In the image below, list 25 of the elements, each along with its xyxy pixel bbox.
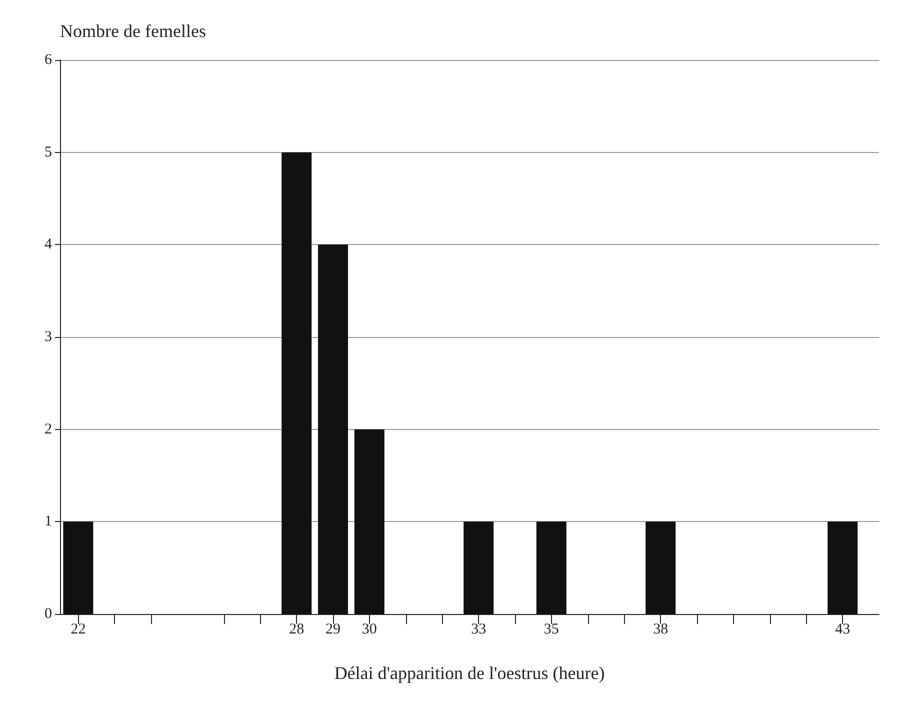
bar: [354, 429, 384, 614]
bar: [63, 522, 94, 614]
y-tick-label: 3: [44, 329, 52, 345]
x-tick-label: 43: [835, 622, 850, 638]
x-tick-label: 30: [362, 622, 377, 638]
x-tick-label: 33: [471, 622, 486, 638]
x-tick-label: 38: [653, 622, 668, 638]
bar: [828, 522, 858, 614]
bar: [646, 522, 676, 614]
y-tick-label: 6: [44, 52, 52, 68]
bar: [318, 244, 348, 614]
y-tick-label: 1: [44, 514, 52, 530]
bar: [536, 522, 566, 614]
x-axis-title: Délai d'apparition de l'oestrus (heure): [334, 663, 605, 683]
y-tick-label: 0: [44, 606, 52, 622]
y-tick-label: 4: [44, 236, 52, 253]
y-axis-title: Nombre de femelles: [60, 21, 206, 41]
x-tick-label: 35: [544, 622, 559, 638]
x-tick-label: 22: [70, 622, 86, 638]
x-tick-label: 29: [326, 622, 340, 638]
bar: [464, 522, 494, 614]
bar: [282, 152, 312, 614]
y-tick-label: 5: [44, 144, 52, 160]
y-tick-label: 2: [44, 421, 52, 438]
x-tick-label: 28: [289, 622, 304, 638]
